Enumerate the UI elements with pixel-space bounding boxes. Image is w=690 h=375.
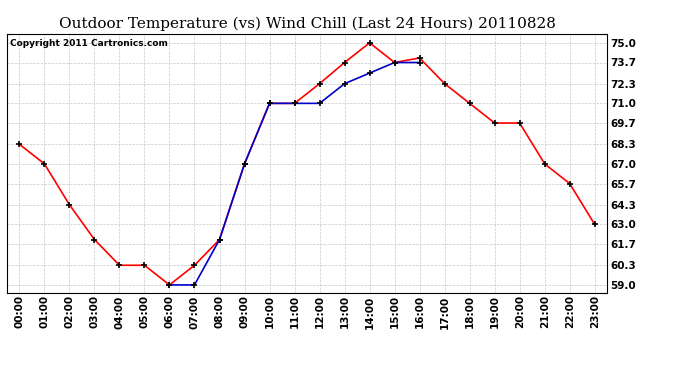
Title: Outdoor Temperature (vs) Wind Chill (Last 24 Hours) 20110828: Outdoor Temperature (vs) Wind Chill (Las…	[59, 17, 555, 31]
Text: Copyright 2011 Cartronics.com: Copyright 2011 Cartronics.com	[10, 39, 168, 48]
